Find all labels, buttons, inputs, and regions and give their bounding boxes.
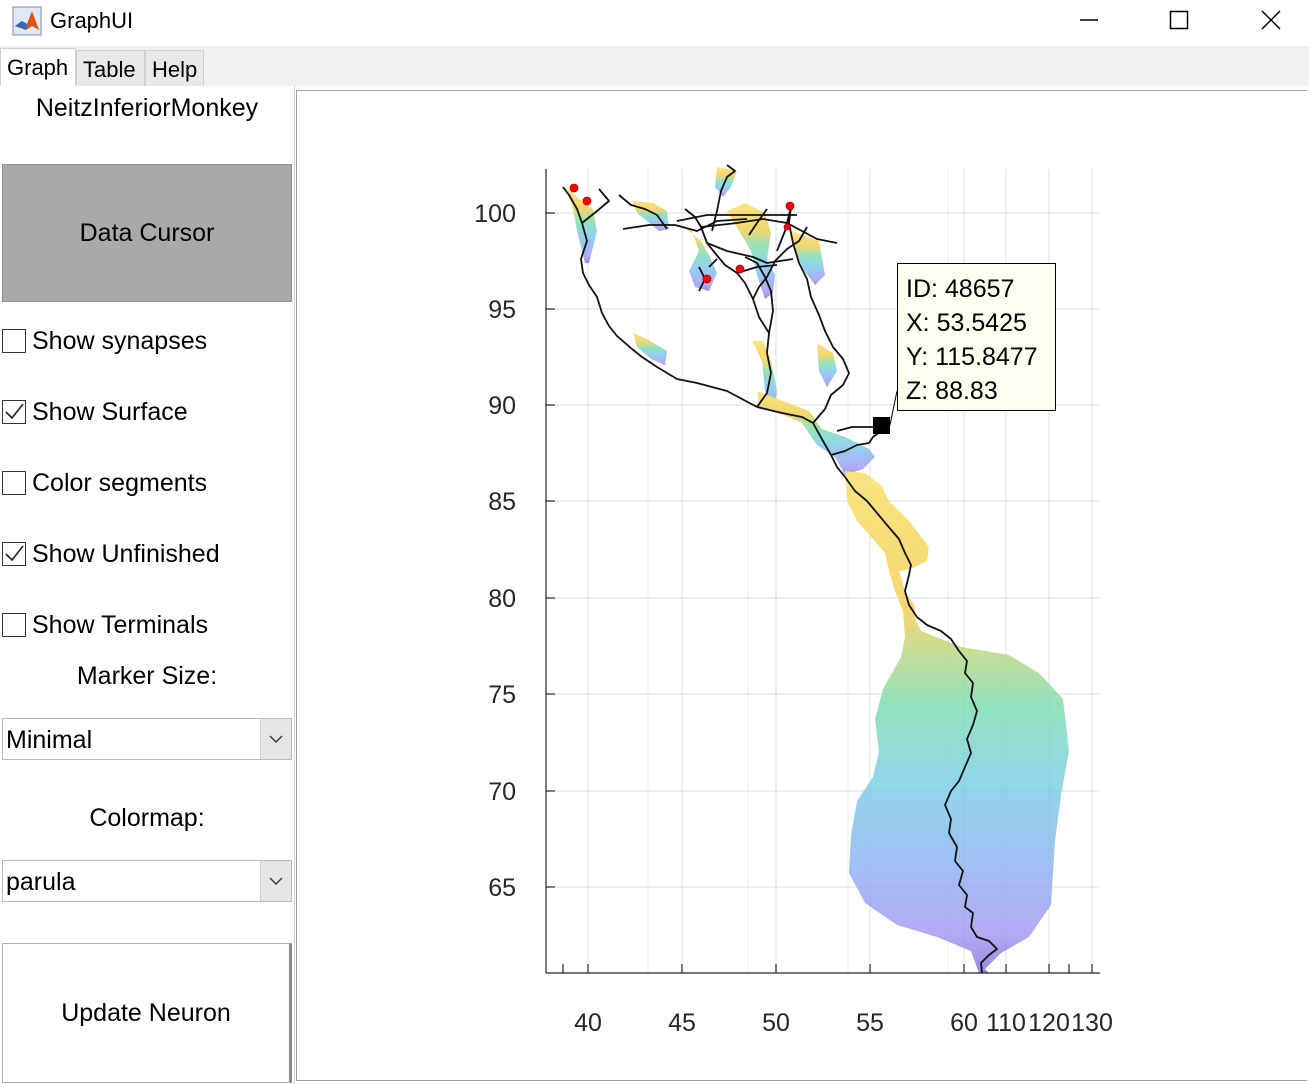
maximize-icon — [1169, 10, 1189, 30]
marker-size-label: Marker Size: — [76, 662, 218, 690]
maximize-button[interactable] — [1133, 0, 1225, 40]
data-tip-z: Z: 88.83 — [906, 377, 998, 405]
y-tick-label: 85 — [488, 488, 516, 516]
tab-help[interactable]: Help — [145, 50, 204, 86]
color-segments-checkbox[interactable]: Color segments — [2, 466, 207, 500]
data-tip: ID: 48657 X: 53.5425 Y: 115.8477 Z: 88.8… — [897, 263, 1056, 411]
close-button[interactable] — [1225, 0, 1309, 40]
marker-size-select[interactable]: Minimal — [2, 718, 292, 760]
x-tick-label: 50 — [762, 1009, 790, 1037]
x-ticks: 40 45 50 55 60 110 120 130 — [562, 964, 1113, 1037]
close-icon — [1261, 10, 1281, 30]
minimize-button[interactable] — [1043, 0, 1135, 40]
colormap-select[interactable]: parula — [2, 860, 292, 902]
data-tip-id: ID: 48657 — [906, 275, 1015, 303]
x-tick-label: 40 — [574, 1009, 602, 1037]
y-tick-label: 65 — [488, 874, 516, 902]
y-tick-label: 100 — [474, 200, 516, 228]
checkbox-box[interactable] — [2, 471, 26, 495]
colormap-value: parula — [6, 868, 76, 896]
checkmark-icon — [5, 403, 24, 420]
tab-graph[interactable]: Graph — [0, 48, 76, 88]
show-synapses-checkbox[interactable]: Show synapses — [2, 324, 207, 358]
x-tick-label: 60 — [950, 1009, 978, 1037]
plot-panel[interactable]: 65 70 75 80 85 90 95 100 40 45 50 55 60 110 120 130 ID… — [296, 90, 1307, 1081]
x-tick-label: 110 — [986, 1009, 1026, 1037]
show-unfinished-label: Show Unfinished — [32, 539, 220, 568]
x-tick-label: 45 — [668, 1009, 696, 1037]
sidebar: NeitzInferiorMonkey Data Cursor Show syn… — [0, 86, 295, 1084]
show-terminals-label: Show Terminals — [32, 610, 209, 639]
data-cursor-label: Data Cursor — [79, 218, 215, 247]
update-neuron-button[interactable]: Update Neuron — [2, 943, 292, 1083]
x-tick-label: 55 — [856, 1009, 884, 1037]
show-surface-checkbox[interactable]: Show Surface — [2, 395, 188, 429]
checkbox-box[interactable] — [2, 329, 26, 353]
y-tick-label: 75 — [488, 681, 516, 709]
tooltip-leader-line — [889, 390, 898, 426]
axes — [545, 169, 1100, 974]
y-tick-label: 70 — [488, 778, 516, 806]
tab-table[interactable]: Table — [76, 50, 145, 86]
y-tick-label: 90 — [488, 392, 516, 420]
tab-graph-label: Graph — [7, 55, 69, 80]
checkbox-box[interactable] — [2, 542, 26, 566]
data-cursor-button[interactable]: Data Cursor — [2, 164, 292, 302]
chevron-down-icon[interactable] — [260, 861, 291, 901]
matlab-logo-icon — [12, 6, 42, 36]
update-neuron-label: Update Neuron — [61, 998, 231, 1027]
y-tick-label: 95 — [488, 296, 516, 324]
y-tick-label: 80 — [488, 585, 516, 613]
data-tip-x: X: 53.5425 — [906, 309, 1027, 337]
neuron-plot[interactable]: 65 70 75 80 85 90 95 100 40 45 50 55 60 110 120 130 — [297, 91, 1308, 1082]
tab-help-label: Help — [152, 57, 198, 82]
checkbox-box[interactable] — [2, 400, 26, 424]
show-unfinished-checkbox[interactable]: Show Unfinished — [2, 537, 220, 571]
marker-size-value: Minimal — [6, 726, 93, 754]
x-tick-label: 120 — [1028, 1009, 1070, 1037]
chevron-down-icon[interactable] — [260, 719, 291, 759]
colormap-label: Colormap: — [89, 804, 205, 832]
selected-point-marker[interactable] — [873, 417, 890, 434]
x-tick-label: 130 — [1071, 1009, 1113, 1037]
checkbox-box[interactable] — [2, 613, 26, 637]
minimize-icon — [1080, 19, 1098, 21]
y-ticks: 65 70 75 80 85 90 95 100 — [474, 200, 555, 902]
data-tip-y: Y: 115.8477 — [906, 343, 1038, 371]
show-surface-label: Show Surface — [32, 397, 188, 426]
title-bar: GraphUI — [0, 0, 1309, 46]
show-synapses-label: Show synapses — [32, 326, 208, 355]
tab-bar: Graph Table Help — [0, 46, 1309, 88]
tab-table-label: Table — [83, 57, 136, 82]
show-terminals-checkbox[interactable]: Show Terminals — [2, 608, 208, 642]
color-segments-label: Color segments — [32, 468, 208, 497]
dataset-name: NeitzInferiorMonkey — [35, 94, 259, 122]
checkmark-icon — [5, 545, 24, 562]
unfinished-markers — [569, 183, 795, 284]
window-title: GraphUI — [50, 8, 134, 33]
